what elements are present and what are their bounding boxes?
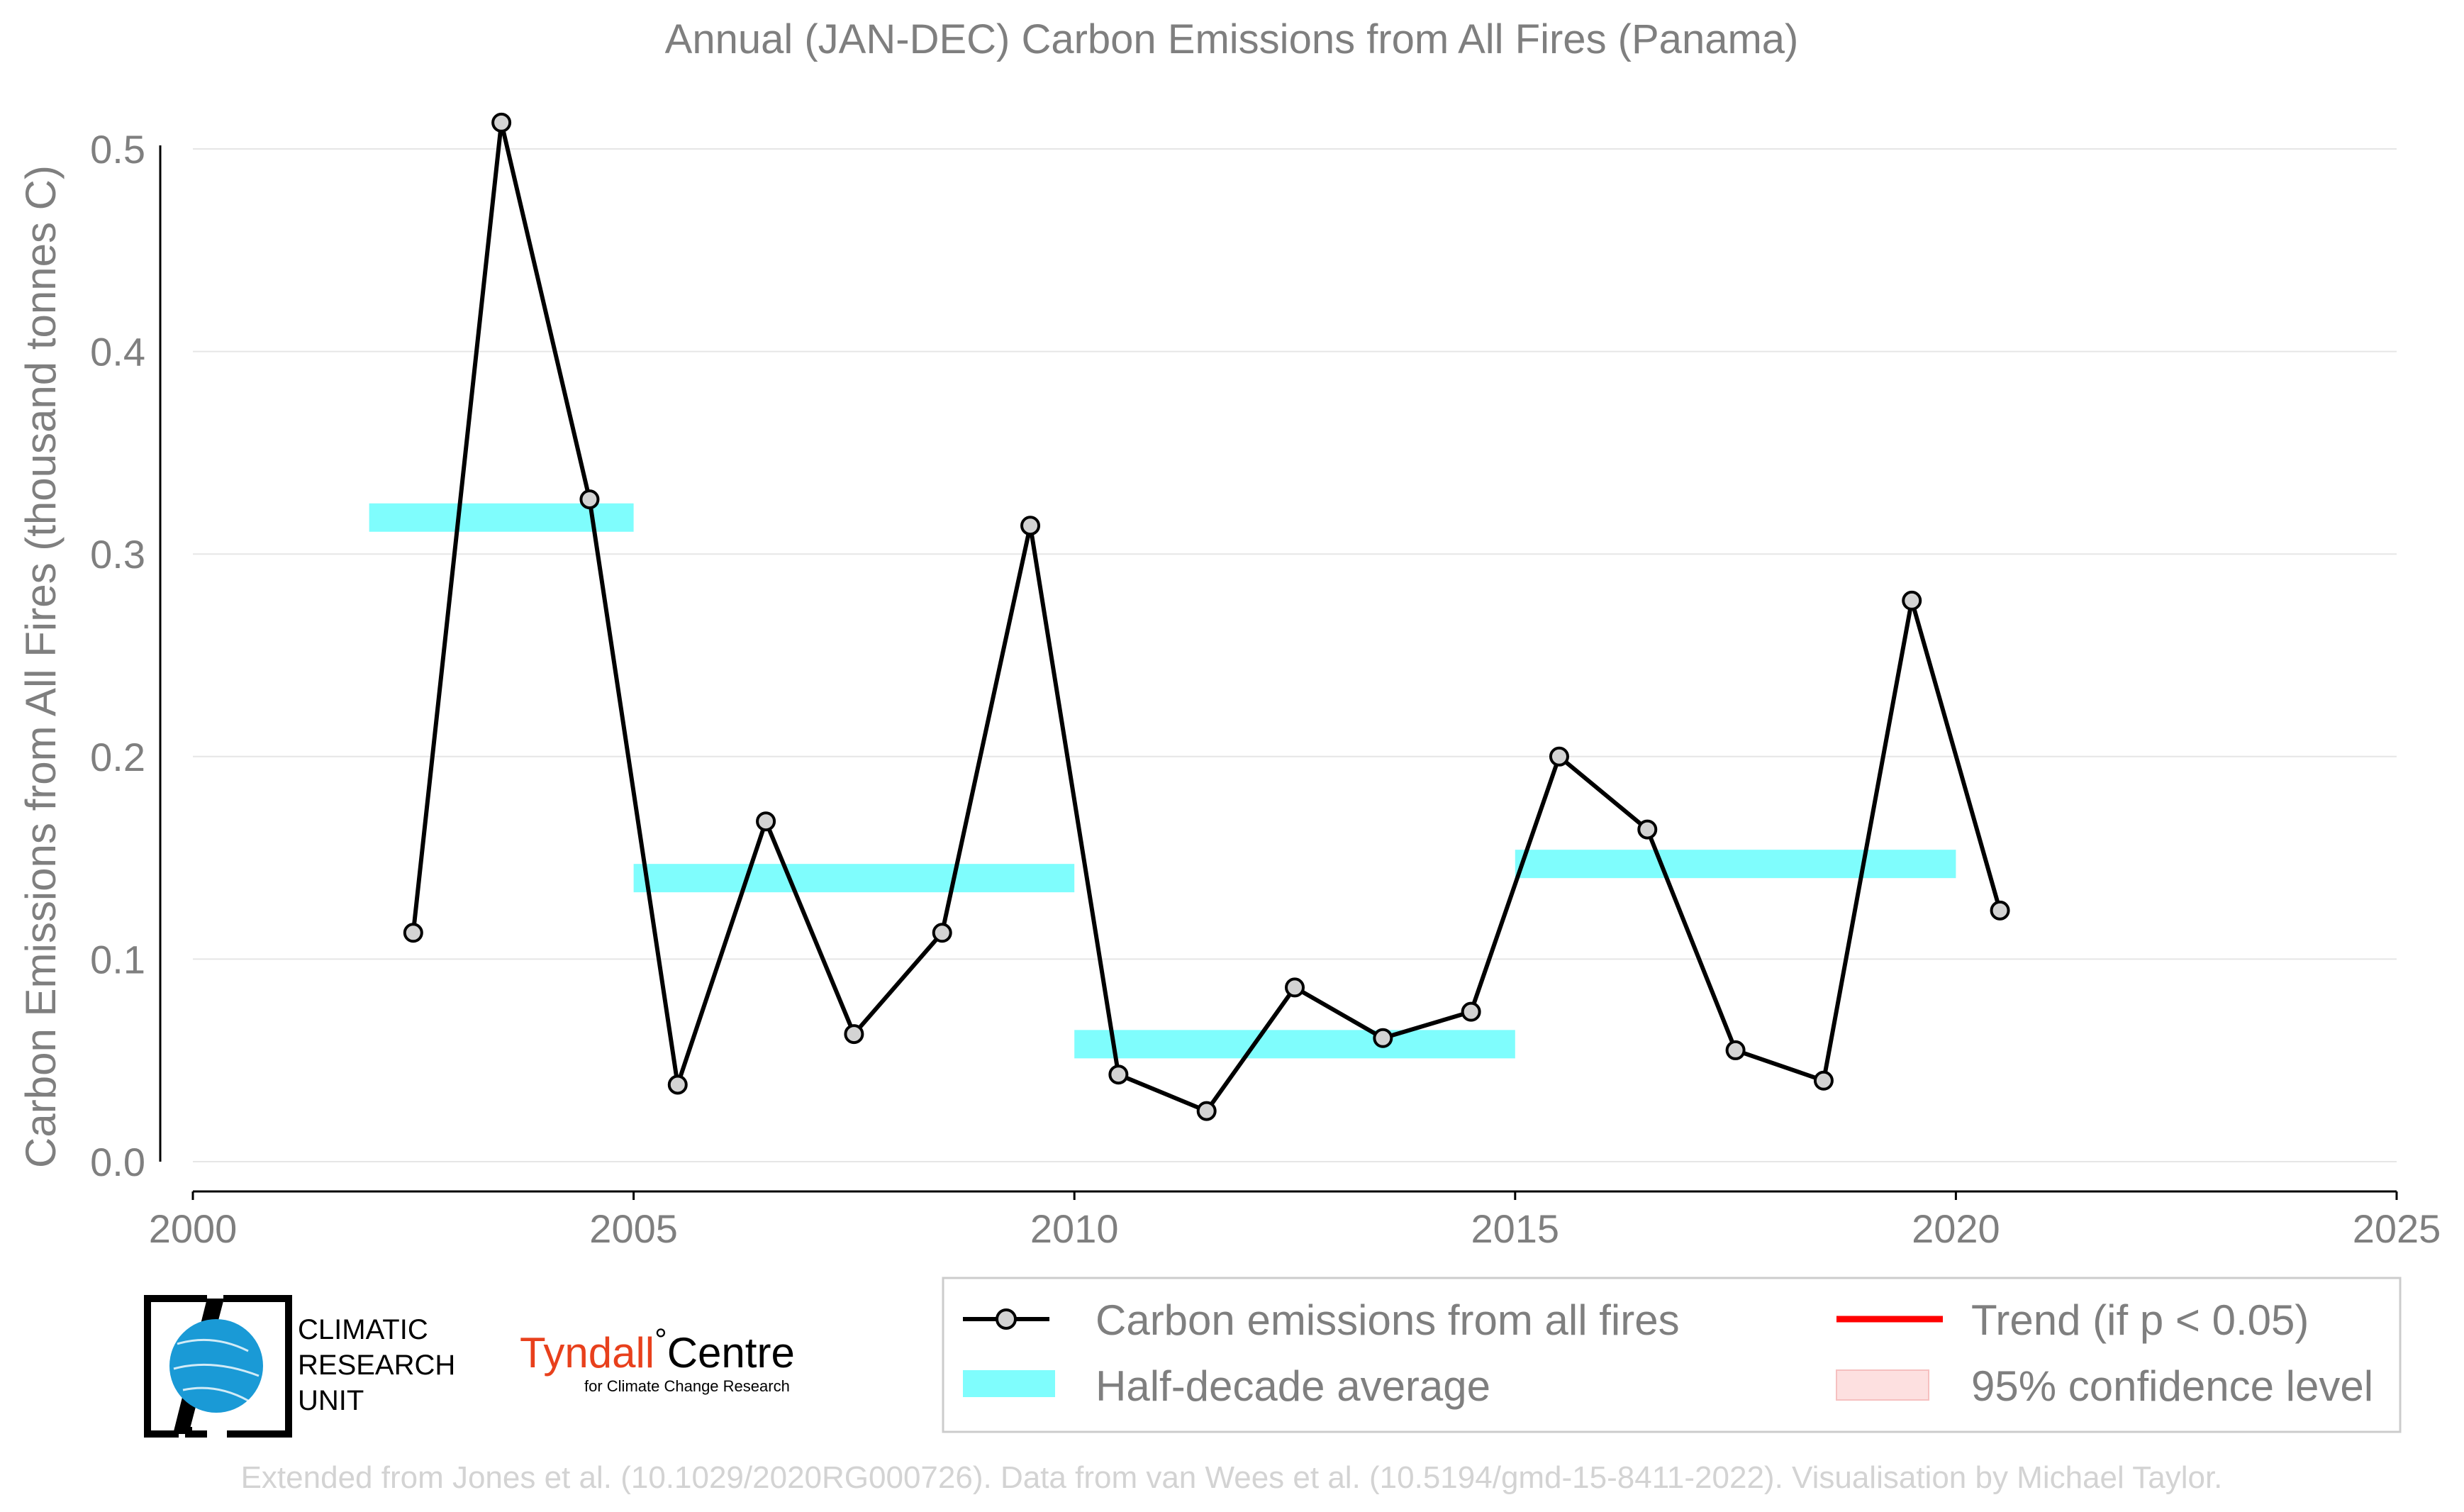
tyndall-logo: Tyndall°Centre for Climate Change Resear… [520,1323,795,1395]
y-tick-label-3: 0.3 [90,532,145,577]
legend-label-confidence: 95% confidence level [1971,1362,2373,1410]
data-point-9 [1196,1101,1217,1121]
legend: Carbon emissions from all fires Trend (i… [942,1277,2402,1433]
data-point-10 [1285,977,1305,998]
data-point-14 [1637,819,1658,840]
gridlines [193,148,2397,1162]
cru-line1: CLIMATIC [298,1314,428,1345]
data-point-7 [1020,516,1041,536]
half-decade-bar-1 [633,864,1075,893]
legend-half-decade-patch [963,1370,1055,1397]
tyndall-subtitle: for Climate Change Research [584,1377,790,1395]
globe-pattern-icon [173,1338,260,1402]
cru-logo: CLIMATIC RESEARCH UNIT [144,1295,455,1438]
y-axis-label: Carbon Emissions from All Fires (thousan… [17,165,65,1168]
data-point-6 [932,923,952,943]
x-tick-label-3: 2015 [1471,1206,1560,1251]
y-tick-label-2: 0.2 [90,735,145,779]
legend-frame [942,1277,2402,1433]
x-tick-label-5: 2025 [2353,1206,2441,1251]
data-point-16 [1813,1070,1834,1091]
series-line [403,112,2010,1121]
y-tick-label-1: 0.1 [90,937,145,982]
data-point-15 [1725,1040,1746,1060]
data-point-12 [1461,1001,1481,1022]
x-tick-label-2: 2010 [1030,1206,1119,1251]
y-tick-label-4: 0.4 [90,330,145,374]
y-tick-label-5: 0.5 [90,127,145,172]
axes [159,145,2398,1200]
data-point-17 [1902,590,1922,611]
x-tick-label-4: 2020 [1912,1206,2000,1251]
data-point-3 [667,1074,688,1095]
legend-confidence-patch [1836,1369,1929,1401]
legend-label-half-decade: Half-decade average [1096,1362,1490,1410]
data-point-2 [579,489,600,510]
cru-line2: RESEARCH [298,1350,455,1381]
half-decade-bar-2 [1074,1030,1515,1059]
data-point-18 [1990,900,2010,921]
credit-footer: Extended from Jones et al. (10.1029/2020… [241,1460,2223,1495]
half-decade-bar-3 [1515,850,1956,879]
x-tick-label-1: 2005 [589,1206,678,1251]
chart-title: Annual (JAN-DEC) Carbon Emissions from A… [665,16,1799,62]
x-tick-label-0: 2000 [149,1206,238,1251]
cru-line3: UNIT [298,1385,364,1416]
emissions-line [411,120,2002,1113]
legend-label-trend: Trend (if p < 0.05) [1971,1296,2309,1344]
data-point-4 [756,811,776,832]
data-point-8 [1108,1064,1129,1085]
tick-labels: 0.0 0.1 0.2 0.3 0.4 0.5 2000 2005 2010 2015 2020 20… [90,127,2441,1251]
data-point-0 [403,923,423,943]
y-tick-label-0: 0.0 [90,1140,145,1184]
tyndall-wordmark: Tyndall°Centre [520,1323,795,1377]
data-point-11 [1373,1028,1393,1048]
half-decade-bars [369,503,1956,1059]
data-point-13 [1549,746,1569,767]
data-point-5 [844,1024,864,1045]
data-point-1 [491,112,512,133]
legend-marker-icon [996,1308,1017,1330]
legend-label-emissions: Carbon emissions from all fires [1096,1296,1680,1344]
